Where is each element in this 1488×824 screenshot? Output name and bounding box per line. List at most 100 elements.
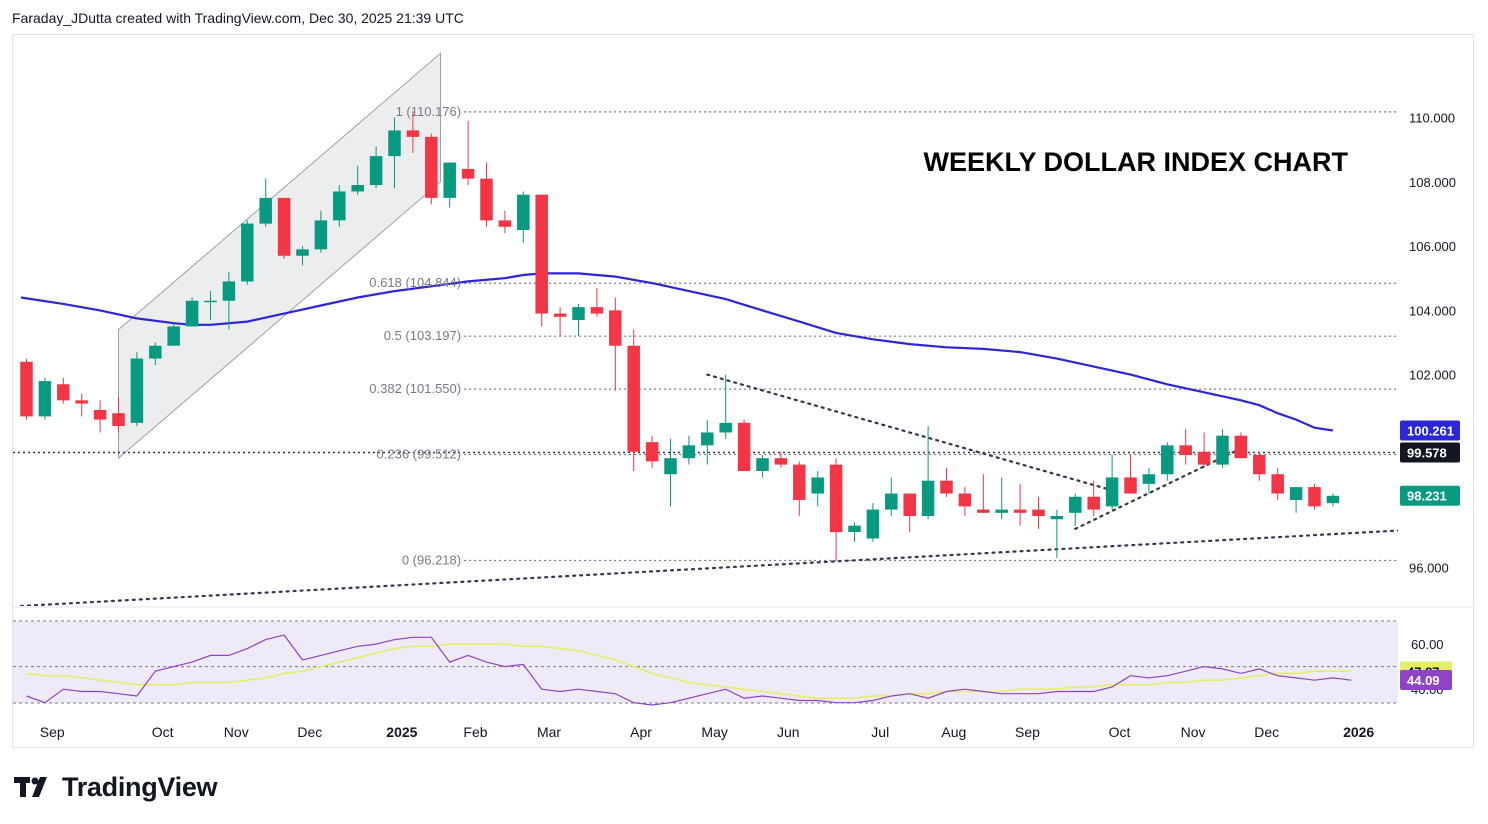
candle: [590, 287, 604, 317]
fib-level-label: 1 (110.176): [396, 104, 462, 119]
candle: [1032, 496, 1045, 529]
tradingview-logo-icon: [14, 777, 47, 797]
candle-body: [977, 509, 990, 513]
time-axis-tick: Nov: [1181, 724, 1206, 740]
time-axis-tick: Jun: [777, 724, 800, 740]
candle: [1271, 467, 1284, 500]
candle-body: [664, 458, 677, 475]
candle-body: [701, 432, 714, 446]
candle: [222, 271, 236, 330]
candle: [977, 474, 990, 513]
rsi-line: [26, 634, 1352, 706]
candle-body: [1069, 496, 1082, 513]
candle: [1142, 467, 1156, 494]
candle: [1326, 493, 1340, 507]
candle-body: [93, 409, 107, 420]
price-axis-tick: 96.000: [1409, 560, 1449, 575]
candle-body: [112, 413, 125, 427]
candle: [461, 120, 475, 186]
time-axis-tick: Oct: [1109, 724, 1131, 740]
candle-body: [811, 477, 824, 494]
candle-body: [480, 178, 493, 221]
time-axis-tick: May: [701, 724, 727, 740]
time-axis-tick: Apr: [630, 724, 652, 740]
candle: [940, 467, 953, 497]
time-axis-tick: Aug: [941, 724, 966, 740]
rsi-axis-tick: 60.00: [1411, 637, 1444, 652]
candle: [498, 210, 512, 234]
candle-body: [829, 464, 843, 533]
candle-body: [498, 220, 512, 227]
price-tag-label: 100.261: [1407, 424, 1454, 439]
candle: [866, 503, 880, 542]
candle: [130, 352, 144, 427]
candle-body: [995, 509, 1008, 513]
candle-body: [369, 156, 383, 186]
candle: [1234, 432, 1248, 459]
candle: [535, 194, 548, 327]
candle: [645, 435, 659, 468]
trendline: [19, 529, 1398, 606]
chart-frame: 1 (110.176) 0.618 (104.844) 0.5 (103.197) 0…: [12, 34, 1474, 748]
candle: [1105, 454, 1119, 510]
candle: [958, 487, 972, 517]
candle-body: [20, 361, 33, 417]
candle-body: [57, 384, 70, 401]
candle: [149, 342, 162, 365]
candle: [553, 307, 567, 337]
candle-body: [1216, 435, 1229, 465]
candle-body: [1179, 445, 1192, 455]
candle-body: [1289, 487, 1303, 500]
candle: [204, 291, 217, 321]
candle: [296, 246, 309, 266]
candle: [1289, 487, 1303, 513]
candle-body: [1050, 516, 1064, 520]
candle-body: [1326, 495, 1340, 504]
price-tag-bg: [1400, 485, 1460, 506]
candle-body: [682, 445, 696, 459]
candle-body: [590, 307, 604, 314]
rsi-value-tag-label: 44.09: [1407, 673, 1440, 688]
candle-body: [921, 480, 935, 517]
candle: [185, 297, 199, 327]
rsi-ma-line: [26, 643, 1352, 700]
candle: [480, 162, 493, 227]
candle-body: [940, 480, 953, 494]
candle: [38, 377, 52, 420]
candle-body: [774, 458, 788, 465]
candle: [112, 397, 125, 433]
time-axis-tick: Mar: [537, 724, 561, 740]
time-axis-tick: Sep: [1015, 724, 1040, 740]
time-axis-tick: Nov: [224, 724, 249, 740]
candle-body: [167, 326, 180, 346]
candle: [774, 451, 788, 468]
time-axis-tick: Dec: [297, 724, 322, 740]
candle: [756, 454, 769, 478]
candle-body: [333, 191, 346, 221]
candle-body: [259, 197, 272, 224]
candle: [369, 146, 383, 189]
chart-canvas[interactable]: 1 (110.176) 0.618 (104.844) 0.5 (103.197) 0…: [13, 35, 1473, 747]
candle: [848, 522, 861, 542]
candle: [811, 471, 824, 507]
candle: [701, 419, 714, 465]
moving-average-line: [20, 272, 1334, 432]
candle-body: [756, 458, 769, 472]
candle: [572, 303, 585, 337]
candle: [75, 393, 88, 417]
candle-body: [38, 381, 52, 417]
candle-body: [443, 162, 456, 198]
tradingview-brand[interactable]: TradingView: [14, 770, 218, 804]
candle-body: [1161, 445, 1174, 475]
candle-body: [296, 249, 309, 256]
candle-body: [75, 400, 88, 404]
candle-body: [425, 136, 438, 198]
candle: [627, 329, 640, 472]
candle-body: [1253, 454, 1266, 475]
candle: [1087, 480, 1100, 517]
candle-body: [609, 310, 622, 346]
chart-attribution: Faraday_JDutta created with TradingView.…: [12, 10, 464, 26]
candle: [682, 435, 696, 465]
price-tag-label: 99.578: [1407, 445, 1447, 460]
time-axis-tick: Jul: [871, 724, 889, 740]
